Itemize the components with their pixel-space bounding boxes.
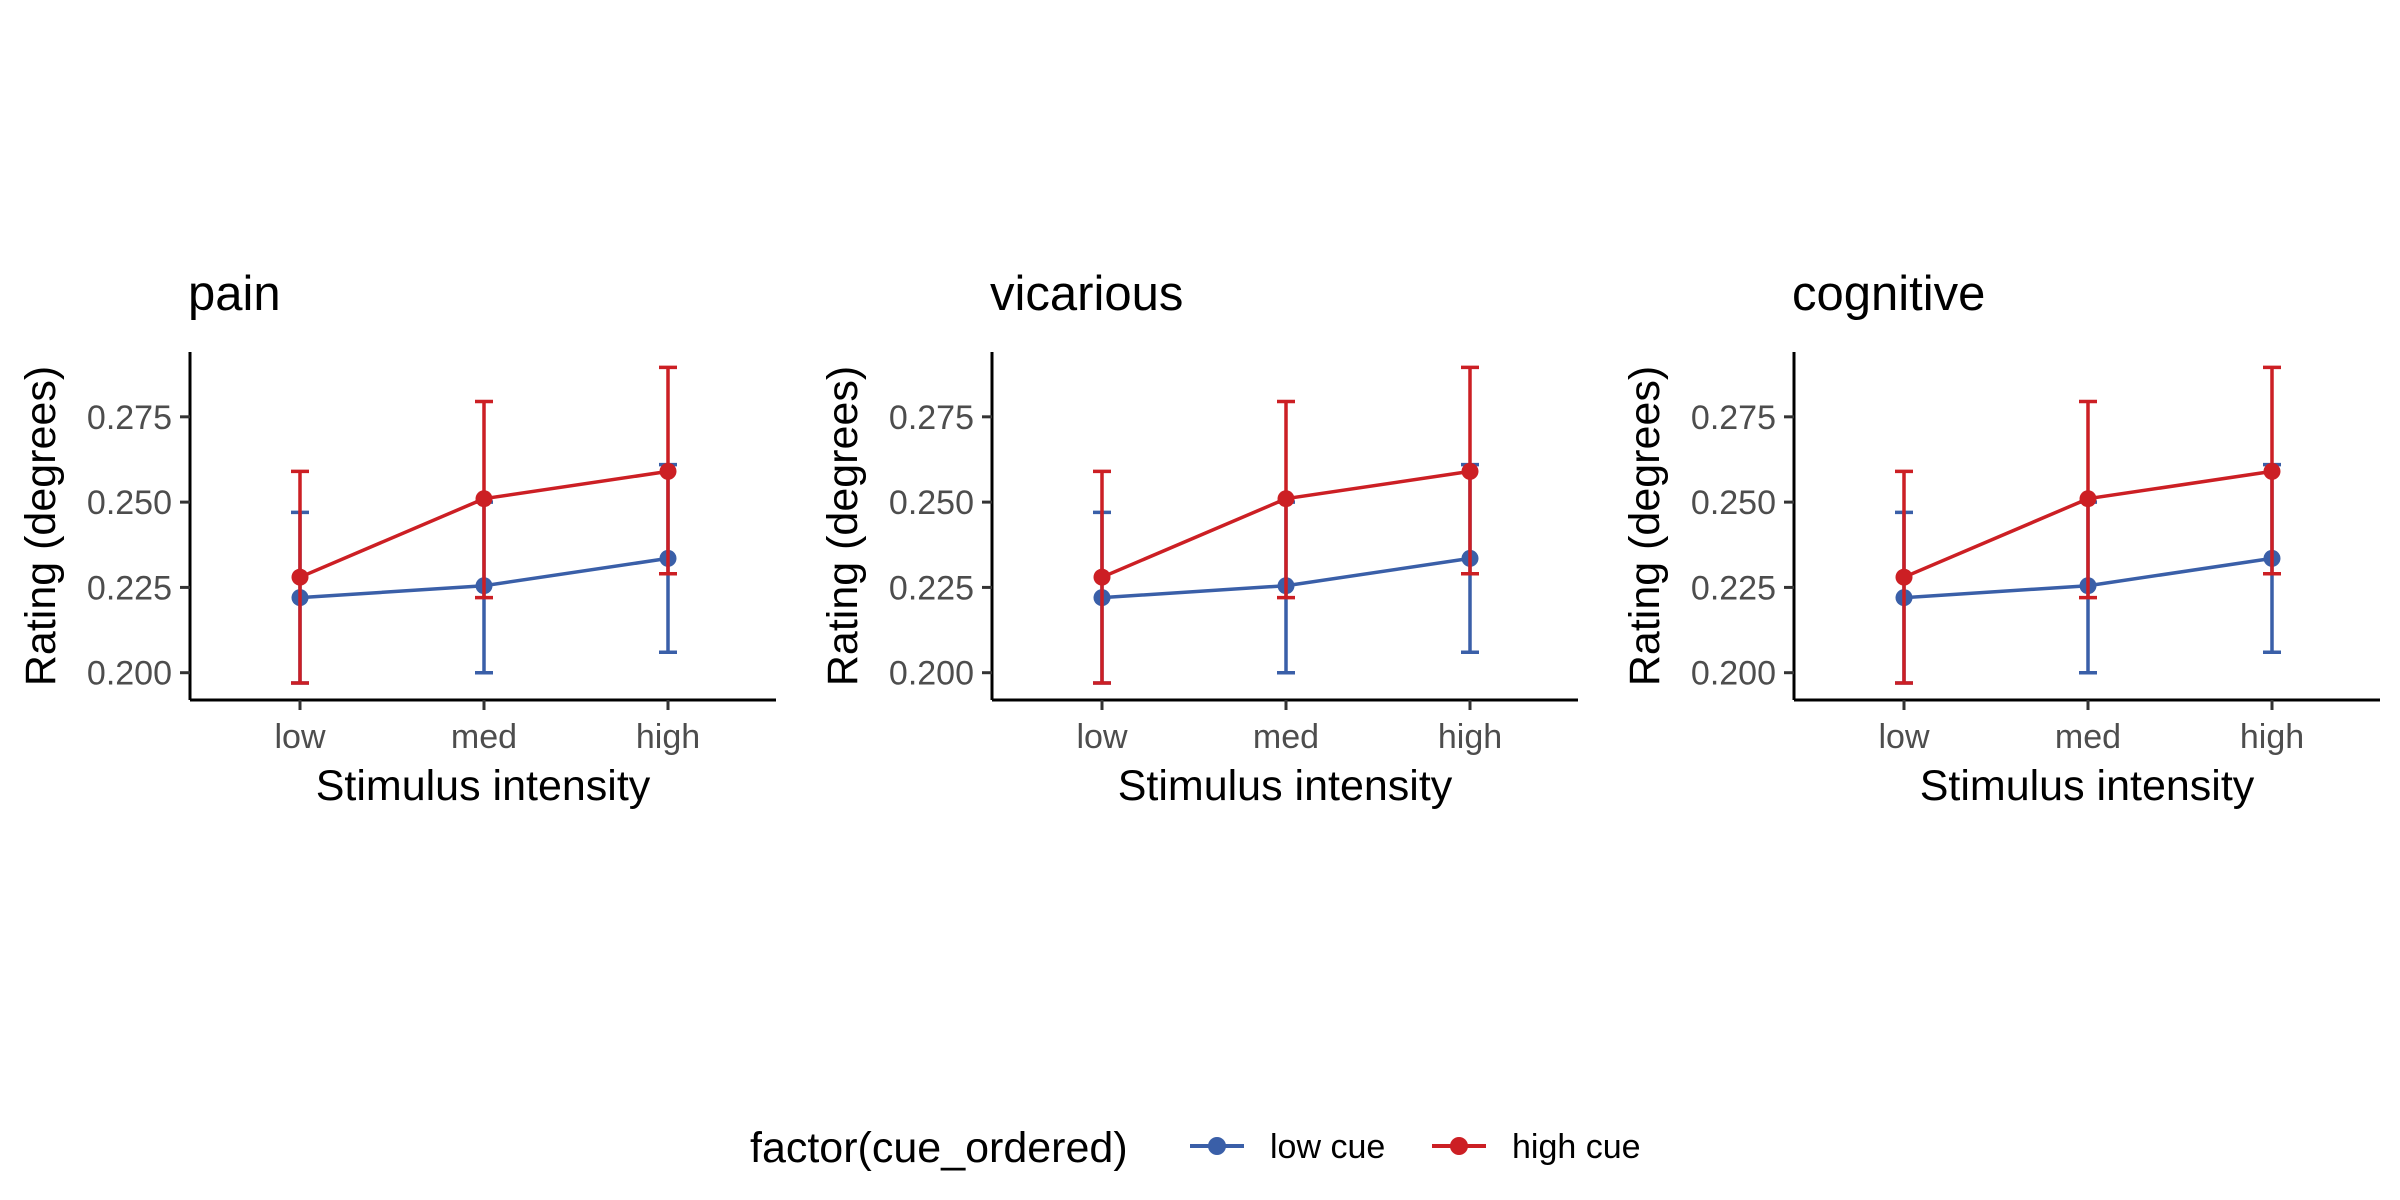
- data-point: [1461, 462, 1479, 480]
- data-point: [291, 568, 309, 586]
- legend-label-low-cue: low cue: [1270, 1128, 1385, 1166]
- data-point: [2263, 462, 2281, 480]
- series-high-cue: [1895, 365, 2281, 685]
- data-point: [1277, 490, 1295, 508]
- panel-pain: pain 0.200 0.225 0.250 0.275 low med high Stimul…: [17, 267, 776, 810]
- x-tick-label: low: [1076, 718, 1127, 756]
- x-tick-label: low: [1878, 718, 1929, 756]
- panel-cognitive: cognitive 0.200 0.225 0.250 0.275 low med high S…: [1621, 267, 2380, 810]
- x-axis-title: Stimulus intensity: [1920, 762, 2255, 810]
- legend-item-low-cue: low cue: [1190, 1128, 1385, 1166]
- data-point: [1093, 568, 1111, 586]
- y-tick-label: 0.200: [1691, 655, 1776, 693]
- y-tick-label: 0.275: [87, 399, 172, 437]
- panel-title: vicarious: [990, 267, 1183, 321]
- legend: factor(cue_ordered) low cue high cue: [750, 1124, 1641, 1172]
- x-axis-title: Stimulus intensity: [1118, 762, 1453, 810]
- y-tick-label: 0.250: [889, 484, 974, 522]
- legend-key-point-high-cue: [1450, 1137, 1468, 1155]
- panel-title: pain: [188, 267, 281, 321]
- legend-key-point-low-cue: [1208, 1137, 1226, 1155]
- x-tick-label: high: [1438, 718, 1502, 756]
- y-tick-label: 0.275: [889, 399, 974, 437]
- panel-vicarious: vicarious 0.200 0.225 0.250 0.275 low med high S…: [819, 267, 1578, 810]
- panel-title: cognitive: [1792, 267, 1985, 321]
- y-tick-label: 0.200: [889, 655, 974, 693]
- panels: pain 0.200 0.225 0.250 0.275 low med high Stimul…: [17, 267, 2380, 810]
- legend-item-high-cue: high cue: [1432, 1128, 1641, 1166]
- x-tick-label: high: [2240, 718, 2304, 756]
- series-high-cue: [1093, 365, 1479, 685]
- data-point: [659, 462, 677, 480]
- y-tick-label: 0.200: [87, 655, 172, 693]
- data-point: [475, 490, 493, 508]
- series-high-cue: [291, 365, 677, 685]
- x-tick-label: med: [2055, 718, 2121, 756]
- y-tick-label: 0.250: [1691, 484, 1776, 522]
- x-tick-label: med: [1253, 718, 1319, 756]
- y-axis-title: Rating (degrees): [17, 366, 65, 686]
- legend-label-high-cue: high cue: [1512, 1128, 1641, 1166]
- y-tick-label: 0.225: [1691, 569, 1776, 607]
- data-point: [2079, 490, 2097, 508]
- legend-title: factor(cue_ordered): [750, 1124, 1128, 1172]
- y-tick-label: 0.275: [1691, 399, 1776, 437]
- y-tick-label: 0.225: [889, 569, 974, 607]
- x-axis-title: Stimulus intensity: [316, 762, 651, 810]
- x-tick-label: high: [636, 718, 700, 756]
- y-axis-title: Rating (degrees): [819, 366, 867, 686]
- x-tick-label: low: [274, 718, 325, 756]
- y-tick-label: 0.225: [87, 569, 172, 607]
- data-point: [1895, 568, 1913, 586]
- y-axis-title: Rating (degrees): [1621, 366, 1669, 686]
- y-tick-label: 0.250: [87, 484, 172, 522]
- x-tick-label: med: [451, 718, 517, 756]
